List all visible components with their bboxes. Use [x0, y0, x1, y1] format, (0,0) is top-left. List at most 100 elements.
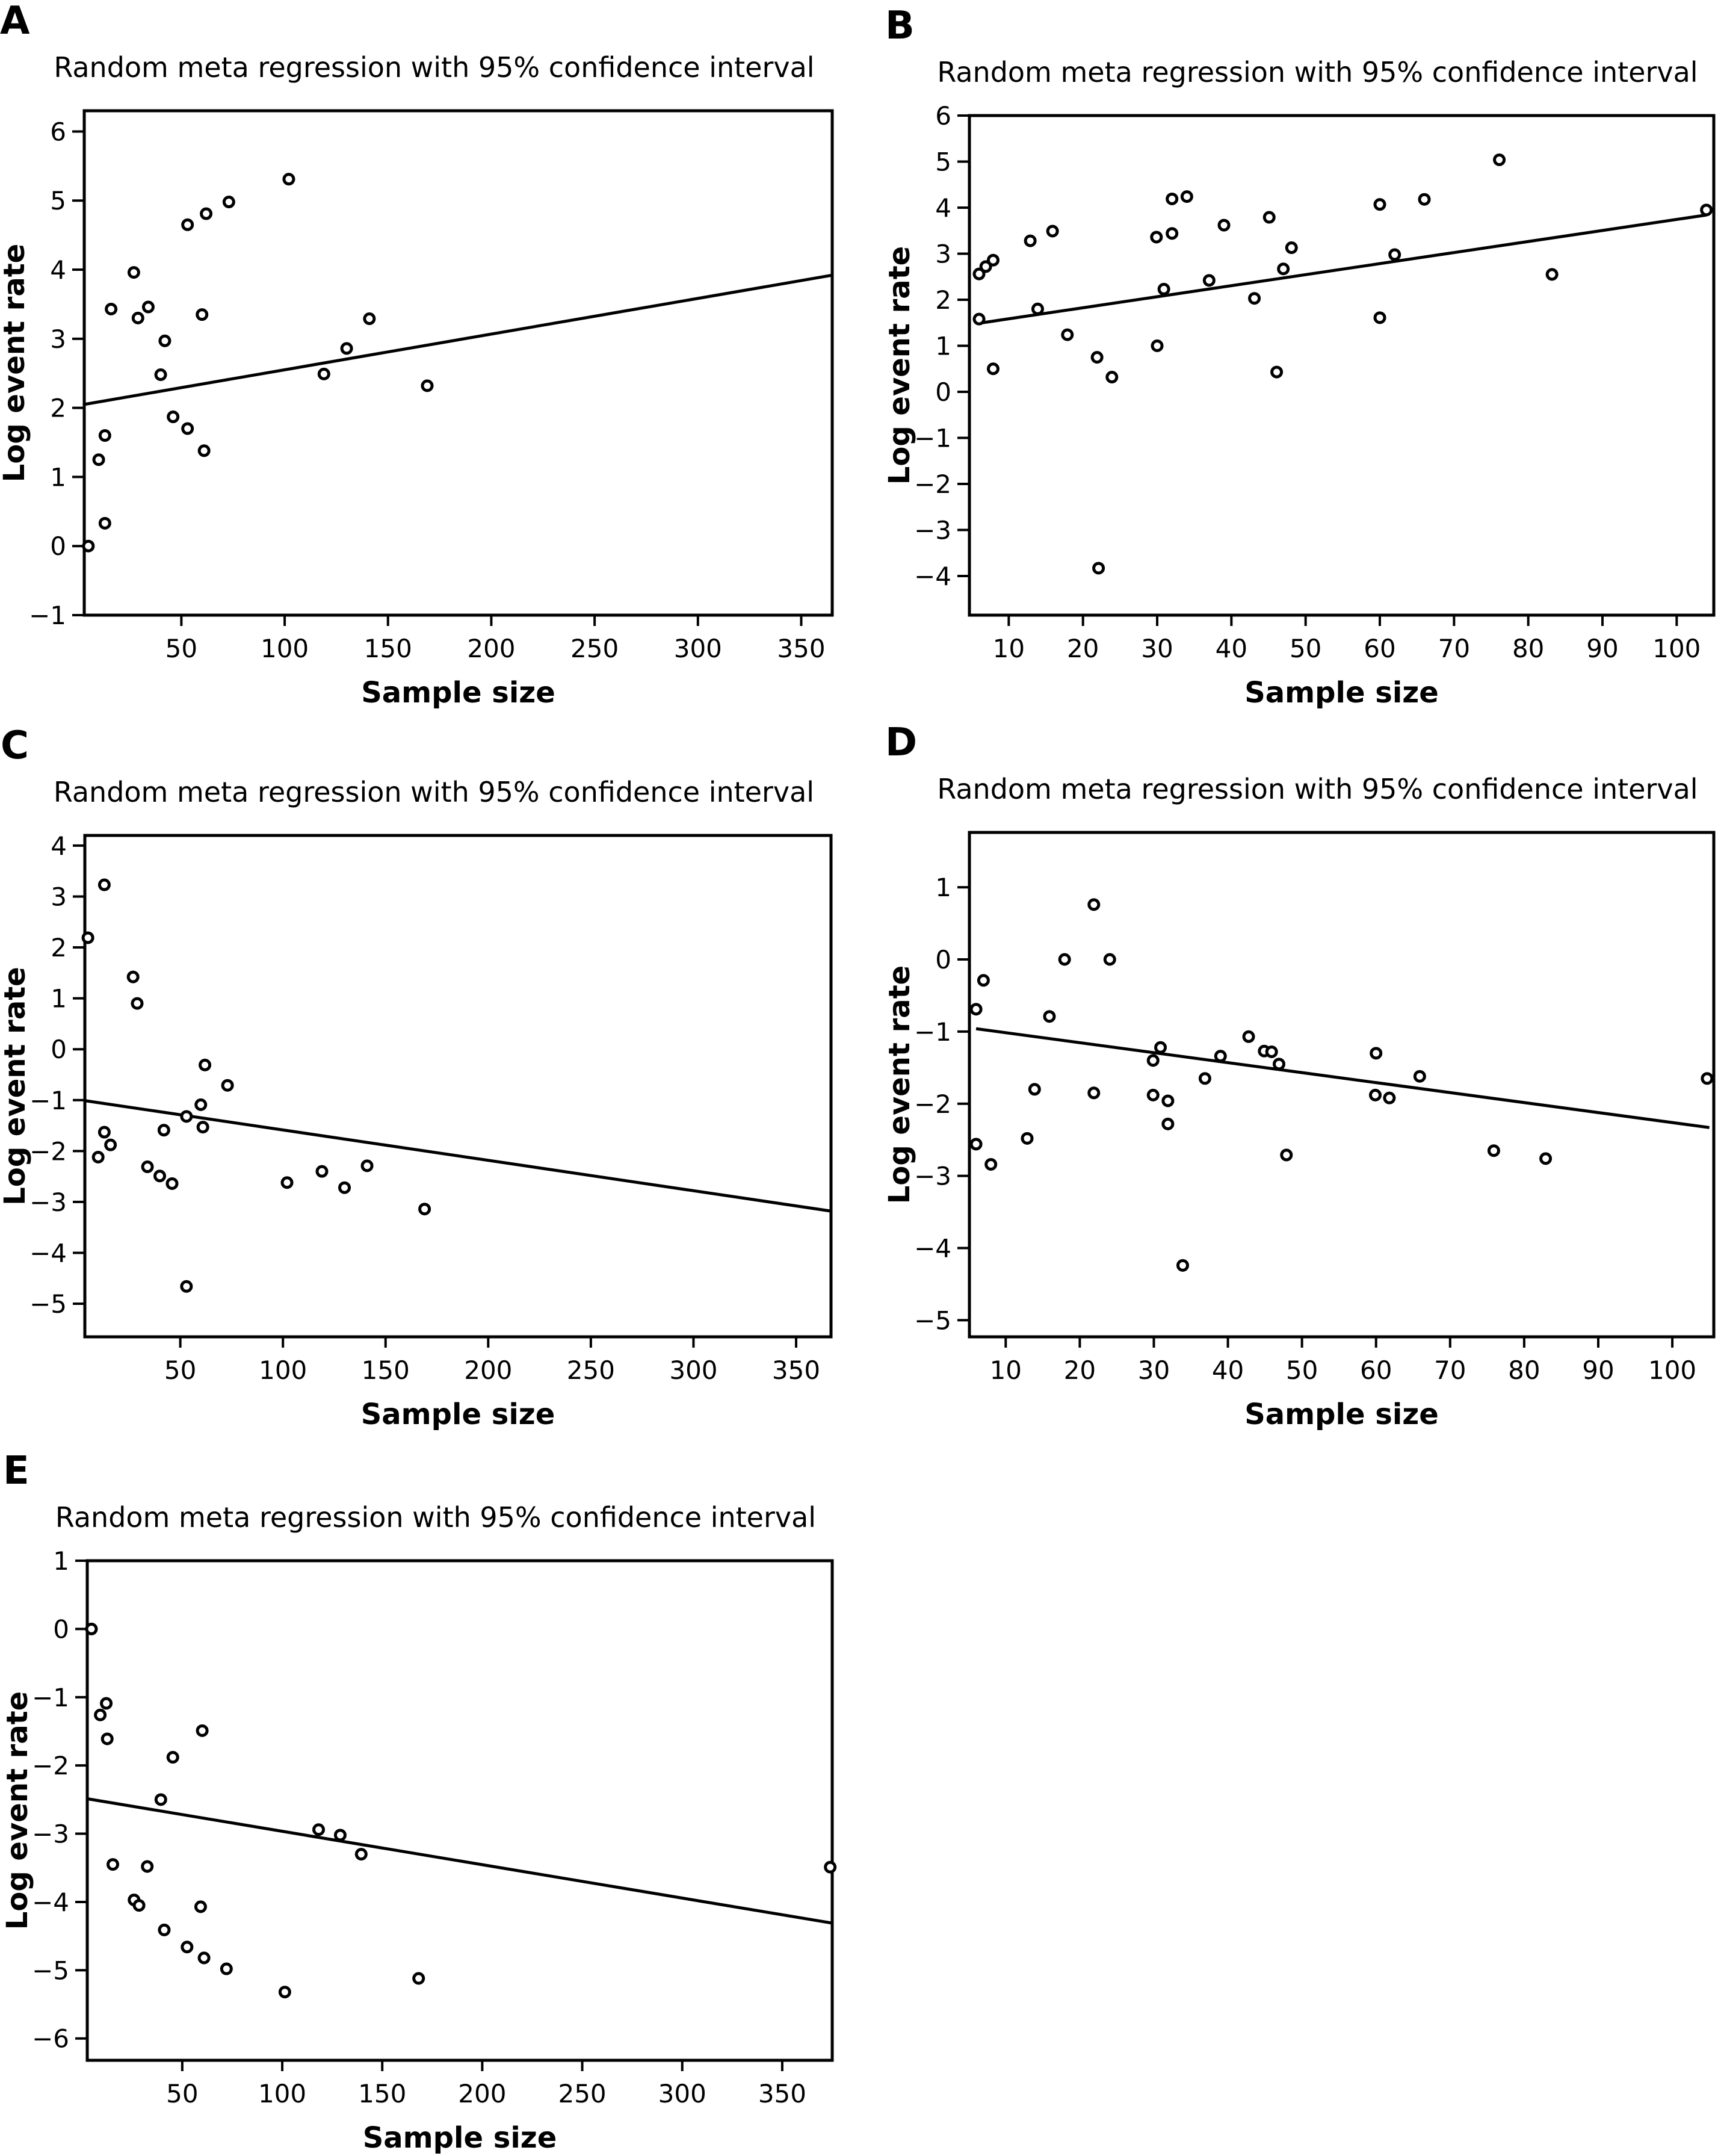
data-point [199, 1058, 212, 1071]
panel-b: B Random meta regression with 95% confide… [883, 4, 1716, 710]
y-tick-label: 1 [50, 462, 66, 492]
y-axis-label: Log event rate [883, 246, 916, 485]
data-point [1202, 274, 1216, 287]
data-point [1028, 1083, 1041, 1096]
data-point [315, 1165, 329, 1178]
panel-d: D Random meta regression with 95% confide… [883, 720, 1716, 1431]
x-tick-label: 30 [1141, 634, 1173, 663]
data-point [94, 1708, 107, 1721]
data-point [127, 266, 140, 279]
data-point [1087, 898, 1101, 911]
data-point [222, 196, 235, 209]
data-point [1061, 328, 1074, 341]
x-tick-label: 50 [166, 2079, 198, 2108]
data-point [1180, 190, 1193, 203]
panel-letter: C [1, 723, 29, 768]
x-tick-label: 20 [1067, 634, 1099, 663]
y-tick-label: 4 [935, 193, 951, 223]
data-point [1031, 302, 1044, 315]
data-point [317, 367, 330, 380]
x-tick-label: 40 [1212, 1355, 1244, 1385]
data-point [197, 1951, 211, 1965]
y-tick-label: −4 [914, 1234, 951, 1263]
y-tick-label: 2 [51, 933, 67, 962]
data-point [282, 173, 295, 186]
x-tick-label: 200 [458, 2079, 506, 2108]
data-point [1413, 1070, 1426, 1083]
data-point [1092, 562, 1105, 575]
y-tick-label: 0 [935, 945, 951, 974]
data-point [1373, 198, 1386, 211]
x-tick-label: 100 [1648, 1355, 1696, 1385]
y-tick-label: 0 [50, 531, 66, 561]
y-tick-label: 0 [935, 377, 951, 407]
data-point [977, 974, 990, 987]
data-point [91, 1150, 105, 1163]
panel-c: C Random meta regression with 95% confide… [0, 723, 833, 1431]
y-axis-label: Log event rate [883, 965, 916, 1204]
data-point [972, 312, 986, 326]
y-tick-label: −1 [914, 1017, 951, 1047]
data-point [1272, 1058, 1285, 1071]
y-axis-label: Log event rate [1, 1691, 34, 1930]
data-point [1265, 1045, 1278, 1058]
data-point [1418, 193, 1431, 206]
x-tick-label: 50 [165, 634, 197, 663]
y-tick-label: 2 [935, 285, 951, 315]
panel-letter: A [0, 0, 30, 43]
data-point [1043, 1010, 1056, 1023]
x-tick-label: 100 [259, 1355, 307, 1385]
data-point [421, 379, 434, 392]
data-point [418, 1203, 431, 1216]
y-tick-label: −1 [29, 601, 66, 630]
data-point [312, 1823, 326, 1836]
data-point [181, 422, 194, 435]
x-tick-label: 80 [1508, 1355, 1540, 1385]
data-point [196, 1724, 209, 1737]
x-tick-label: 350 [777, 634, 825, 663]
chart-title: Random meta regression with 95% confiden… [54, 51, 814, 84]
plot-frame [968, 831, 1716, 1339]
x-axis-label: Sample size [361, 1398, 555, 1431]
y-tick-label: 2 [50, 394, 66, 423]
data-point [141, 300, 155, 314]
data-point [167, 410, 180, 424]
x-tick-label: 200 [467, 634, 515, 663]
x-tick-label: 10 [990, 1355, 1022, 1385]
data-point [1262, 211, 1276, 224]
data-point [1493, 153, 1506, 166]
data-point [1166, 192, 1179, 205]
y-tick-label: −1 [29, 1086, 67, 1115]
data-point [105, 302, 118, 315]
data-point [196, 308, 209, 321]
y-tick-label: −2 [914, 469, 951, 499]
data-point [1161, 1094, 1175, 1107]
data-point [1487, 1144, 1500, 1157]
data-point [1369, 1088, 1382, 1101]
x-tick-label: 300 [669, 1355, 717, 1385]
data-point [98, 429, 111, 442]
data-point [972, 267, 986, 280]
x-tick-label: 300 [658, 2079, 706, 2108]
panel-letter: D [885, 720, 917, 765]
x-axis-label: Sample size [363, 2121, 557, 2155]
panel-a: A Random meta regression with 95% confide… [0, 0, 834, 710]
data-point [1058, 953, 1071, 966]
y-tick-label: 1 [51, 984, 67, 1014]
data-point [165, 1177, 179, 1190]
data-point [1217, 218, 1231, 232]
y-tick-label: 5 [50, 186, 66, 215]
chart-title: Random meta regression with 95% confiden… [937, 773, 1698, 805]
data-point [92, 453, 105, 466]
x-tick-label: 60 [1364, 634, 1395, 663]
data-point [180, 1280, 193, 1293]
data-point [1248, 292, 1261, 305]
x-tick-label: 350 [758, 2079, 806, 2108]
data-point [1166, 227, 1179, 240]
y-tick-label: −1 [914, 423, 951, 453]
x-tick-label: 350 [772, 1355, 820, 1385]
data-point [1539, 1152, 1553, 1165]
x-tick-label: 70 [1438, 634, 1470, 663]
data-point [1370, 1047, 1383, 1060]
data-point [200, 207, 213, 220]
